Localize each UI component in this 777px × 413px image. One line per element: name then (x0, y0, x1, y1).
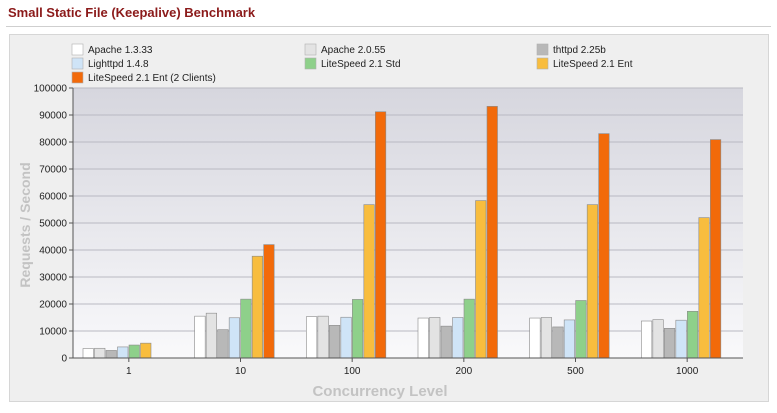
grid-lines (73, 87, 743, 332)
bar-lighttpd-1-4-8-200 (452, 317, 464, 359)
x-tick-label: 1000 (676, 366, 699, 377)
bar-litespeed-2-1-ent-2-clients--100 (375, 111, 387, 359)
y-tick-label: 50000 (39, 219, 67, 230)
bar-litespeed-2-1-ent-1000 (698, 217, 710, 359)
bar-apache-1-3-33-1 (82, 348, 94, 359)
bar-thttpd-2-25b-1000 (664, 327, 676, 359)
y-axis-label: Requests / Second (17, 162, 33, 287)
bar-litespeed-2-1-ent-2-clients--10 (263, 244, 275, 359)
y-tick-label: 40000 (39, 246, 67, 257)
bar-litespeed-2-1-ent-1 (140, 342, 152, 359)
bar-litespeed-2-1-ent-10 (251, 255, 263, 359)
x-tick-label: 500 (567, 366, 584, 377)
bar-litespeed-2-1-ent-100 (363, 204, 375, 359)
y-tick-label: 20000 (39, 300, 67, 311)
bar-apache-2-0-55-1000 (652, 319, 664, 359)
x-tick-label: 100 (344, 366, 361, 377)
bar-apache-1-3-33-500 (529, 317, 541, 359)
x-tick-labels: 1 10 100 200 500 1000 (126, 358, 699, 377)
bar-apache-2-0-55-100 (317, 315, 329, 359)
bar-litespeed-2-1-ent-2-clients--1000 (710, 139, 722, 359)
y-tick-label: 10000 (39, 327, 67, 338)
bar-litespeed-2-1-std-1 (128, 344, 140, 359)
bar-apache-2-0-55-200 (429, 317, 441, 359)
x-tick-label: 200 (455, 366, 472, 377)
y-tick-label: 0 (61, 354, 67, 365)
legend-swatch (304, 57, 317, 70)
x-tick-label: 10 (235, 366, 247, 377)
bars-layer (82, 106, 722, 359)
y-tick-label: 80000 (39, 138, 67, 149)
bar-litespeed-2-1-std-1000 (687, 310, 699, 359)
title-divider (6, 26, 771, 27)
bar-thttpd-2-25b-1 (105, 350, 117, 359)
legend-label: LiteSpeed 2.1 Ent (553, 59, 633, 70)
bar-litespeed-2-1-ent-2-clients--500 (598, 133, 610, 359)
y-tick-label: 90000 (39, 111, 67, 122)
legend-swatch (71, 57, 84, 70)
bar-thttpd-2-25b-500 (552, 326, 564, 359)
bar-litespeed-2-1-ent-200 (475, 200, 487, 359)
legend-label: LiteSpeed 2.1 Std (321, 59, 401, 70)
bar-apache-1-3-33-10 (194, 315, 206, 359)
bar-litespeed-2-1-ent-2-clients--200 (486, 106, 498, 359)
bar-apache-2-0-55-500 (540, 317, 552, 359)
bar-litespeed-2-1-ent-500 (586, 204, 598, 359)
bar-lighttpd-1-4-8-1000 (675, 319, 687, 359)
y-tick-label: 60000 (39, 192, 67, 203)
legend-label: Lighttpd 1.4.8 (88, 59, 149, 70)
bar-apache-1-3-33-1000 (641, 320, 653, 359)
bar-thttpd-2-25b-100 (329, 325, 341, 359)
chart-panel: 0 10000 20000 30000 40000 50000 60000 70000 8000… (9, 34, 769, 402)
legend: Apache 1.3.33 Apache 2.0.55 thttpd 2.25b Li… (71, 43, 633, 84)
bar-apache-1-3-33-200 (417, 317, 429, 359)
legend-label: LiteSpeed 2.1 Ent (2 Clients) (88, 73, 216, 84)
bar-lighttpd-1-4-8-10 (228, 317, 240, 359)
bar-apache-1-3-33-100 (306, 316, 318, 359)
legend-swatch (71, 71, 84, 84)
x-axis-label: Concurrency Level (312, 383, 447, 400)
bar-litespeed-2-1-std-200 (463, 298, 475, 359)
bar-lighttpd-1-4-8-1 (117, 346, 129, 359)
legend-swatch (536, 57, 549, 70)
bar-thttpd-2-25b-10 (217, 329, 229, 359)
legend-swatch (71, 43, 84, 56)
legend-swatch (536, 43, 549, 56)
bar-litespeed-2-1-std-500 (575, 300, 587, 359)
bar-litespeed-2-1-std-100 (352, 299, 364, 359)
y-tick-label: 30000 (39, 273, 67, 284)
y-tick-labels: 0 10000 20000 30000 40000 50000 60000 70000 8000… (34, 84, 73, 365)
bar-apache-2-0-55-10 (205, 312, 217, 359)
x-tick-label: 1 (126, 366, 132, 377)
bar-litespeed-2-1-std-10 (240, 298, 252, 359)
bar-lighttpd-1-4-8-100 (340, 316, 352, 359)
page-title: Small Static File (Keepalive) Benchmark (8, 5, 256, 20)
y-tick-label: 100000 (34, 84, 68, 95)
benchmark-chart: 0 10000 20000 30000 40000 50000 60000 70000 8000… (17, 43, 743, 400)
legend-label: Apache 2.0.55 (321, 45, 386, 56)
legend-swatch (304, 43, 317, 56)
bar-thttpd-2-25b-200 (440, 325, 452, 359)
legend-label: Apache 1.3.33 (88, 45, 153, 56)
bar-lighttpd-1-4-8-500 (563, 319, 575, 359)
legend-label: thttpd 2.25b (553, 45, 606, 56)
bar-apache-2-0-55-1 (94, 347, 106, 359)
y-tick-label: 70000 (39, 165, 67, 176)
